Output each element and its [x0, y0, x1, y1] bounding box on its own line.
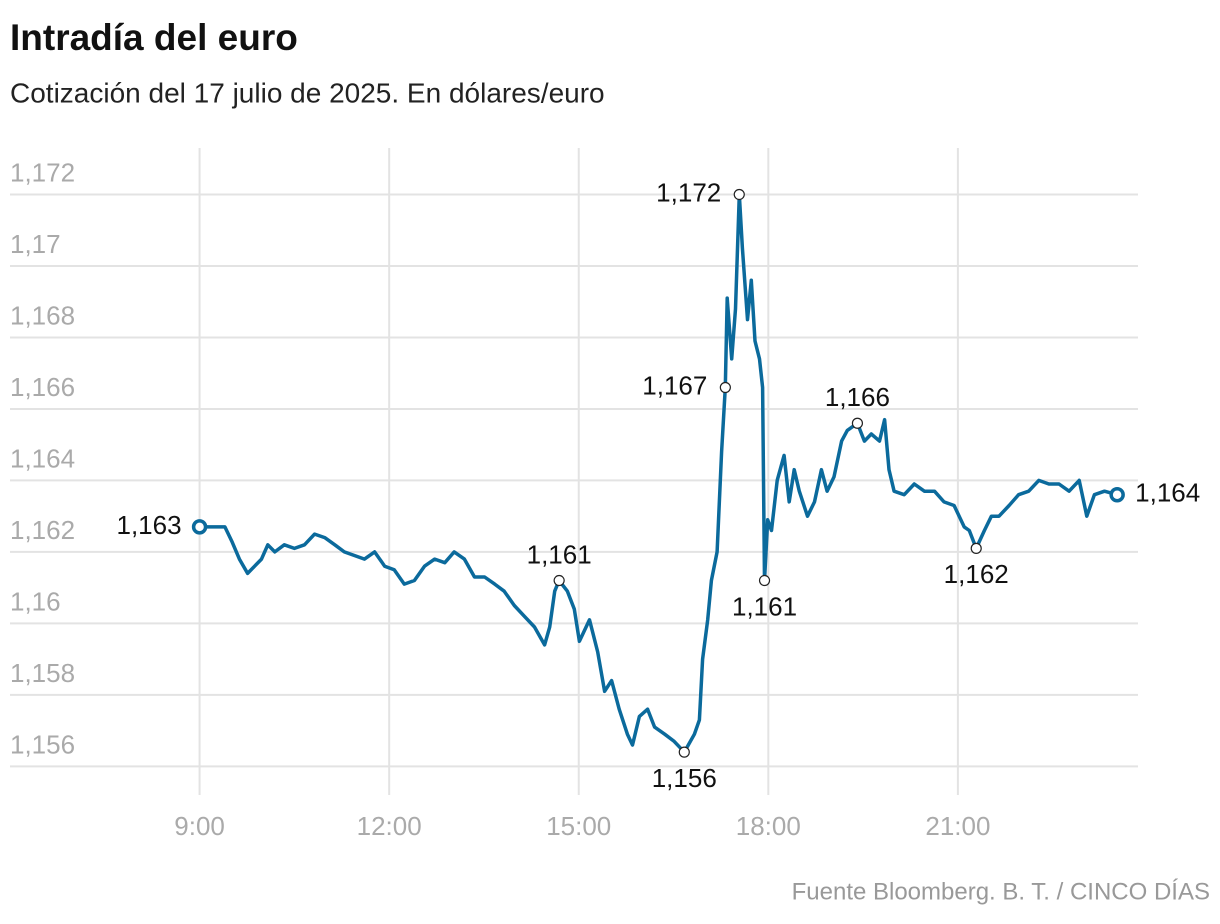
annotation-label: 1,166	[825, 382, 890, 412]
annotation-label: 1,161	[527, 539, 592, 569]
y-tick-label: 1,156	[10, 729, 75, 759]
y-tick-label: 1,158	[10, 658, 75, 688]
y-tick-label: 1,162	[10, 515, 75, 545]
x-tick-label: 18:00	[736, 811, 801, 841]
annotation-label: 1,161	[732, 591, 797, 621]
chart-subtitle: Cotización del 17 julio de 2025. En dóla…	[10, 77, 605, 108]
y-tick-label: 1,166	[10, 372, 75, 402]
annotation-label: 1,164	[1135, 478, 1200, 508]
annotation-marker	[758, 574, 771, 587]
y-tick-label: 1,16	[10, 586, 61, 616]
annotation-marker	[733, 188, 745, 201]
annotation-marker	[678, 746, 690, 758]
annotation-label: 1,172	[656, 177, 721, 207]
y-tick-label: 1,17	[10, 229, 61, 259]
y-tick-label: 1,168	[10, 300, 75, 330]
source: Fuente Bloomberg. B. T. / CINCO DÍAS	[792, 878, 1210, 905]
x-tick-label: 15:00	[546, 811, 611, 841]
annotation-marker	[1109, 486, 1125, 503]
annotation-label: 1,162	[944, 559, 1009, 589]
annotation-marker	[553, 574, 565, 587]
x-tick-label: 9:00	[174, 811, 225, 841]
x-tick-label: 21:00	[925, 811, 990, 841]
chart-title: Intradía del euro	[10, 17, 298, 58]
y-tick-label: 1,172	[10, 157, 75, 187]
y-tick-label: 1,164	[10, 443, 75, 473]
annotation-marker	[970, 542, 982, 554]
annotation-marker	[191, 519, 208, 535]
price-line	[199, 192, 1118, 754]
annotation-label: 1,156	[652, 763, 717, 793]
annotation-marker	[719, 381, 731, 394]
x-tick-label: 12:00	[357, 811, 422, 841]
annotation-marker	[851, 417, 864, 429]
annotation-label: 1,163	[117, 510, 182, 540]
annotation-label: 1,167	[642, 370, 707, 400]
